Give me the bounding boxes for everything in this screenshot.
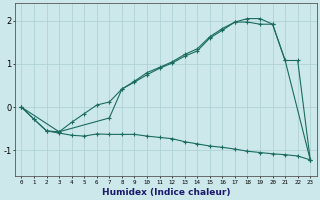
X-axis label: Humidex (Indice chaleur): Humidex (Indice chaleur) [102, 188, 230, 197]
